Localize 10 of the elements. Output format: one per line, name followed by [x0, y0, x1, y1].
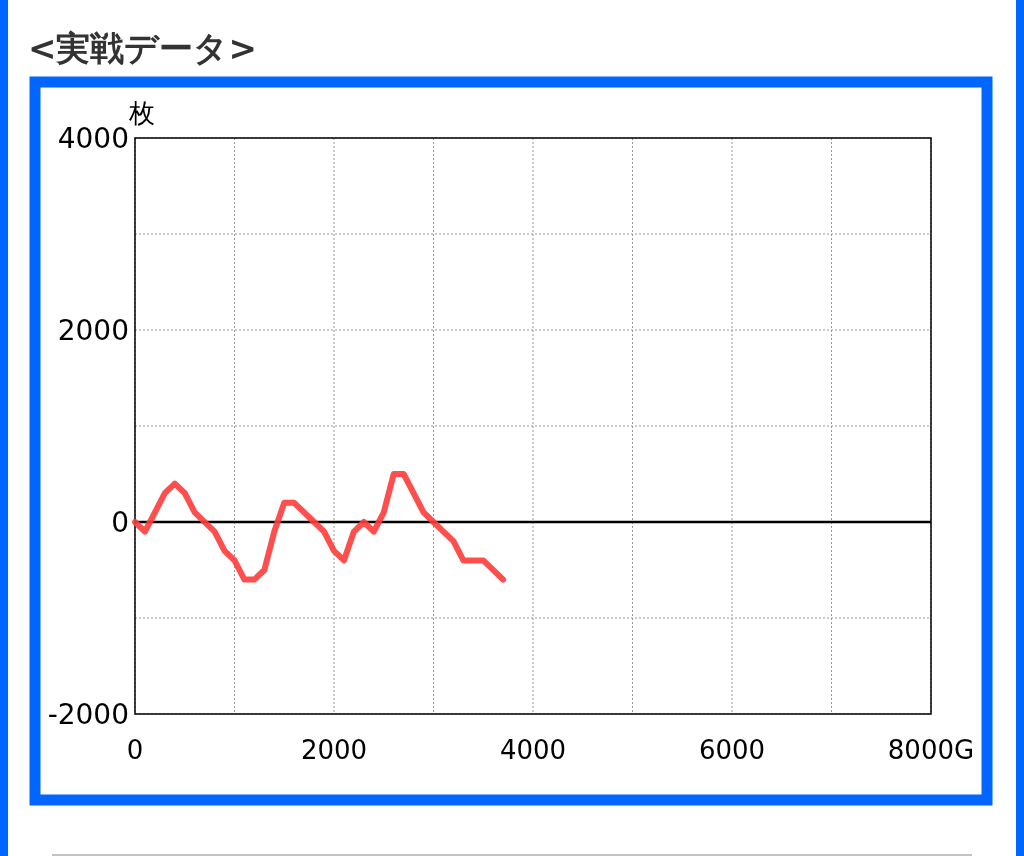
y-tick-label: -2000: [47, 698, 129, 731]
x-tick-label: 2000: [300, 735, 368, 765]
y-tick-label: 0: [111, 506, 129, 539]
chart-title: <実戦データ>: [28, 28, 257, 68]
x-tick-label: 4000: [499, 735, 567, 765]
y-axis-title: 枚: [128, 98, 155, 128]
y-tick-label: 4000: [57, 122, 129, 155]
x-tick-label: 8000G: [887, 735, 975, 765]
y-tick-label: 2000: [57, 314, 129, 347]
x-tick-label: 6000: [698, 735, 766, 765]
